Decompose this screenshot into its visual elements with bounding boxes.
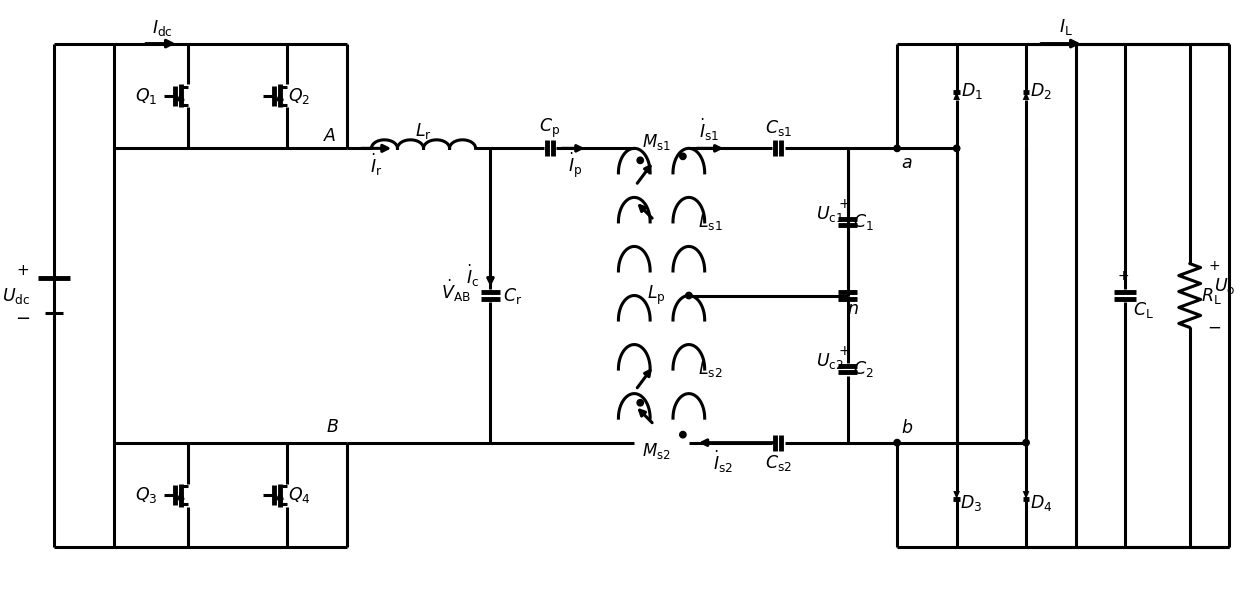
Text: $L_{\rm s2}$: $L_{\rm s2}$ (698, 359, 723, 379)
Text: $Q_1$: $Q_1$ (135, 86, 157, 106)
Text: $Q_4$: $Q_4$ (288, 485, 310, 505)
Text: $+$: $+$ (1117, 269, 1130, 282)
Text: $L_{\rm p}$: $L_{\rm p}$ (647, 284, 666, 307)
Text: $U_{\rm o}$: $U_{\rm o}$ (1214, 276, 1235, 295)
Text: $C_{\rm p}$: $C_{\rm p}$ (539, 117, 560, 140)
Text: $U_{\rm c2}$: $U_{\rm c2}$ (816, 351, 843, 371)
Text: $I_{\rm L}$: $I_{\rm L}$ (1059, 17, 1073, 37)
Text: $M_{\rm s2}$: $M_{\rm s2}$ (642, 441, 671, 461)
Text: $C_1$: $C_1$ (853, 212, 874, 232)
Polygon shape (1023, 491, 1029, 499)
Text: $D_1$: $D_1$ (961, 81, 982, 101)
Text: $+$: $+$ (838, 197, 851, 211)
Text: $\dot{V}_{\rm AB}$: $\dot{V}_{\rm AB}$ (440, 278, 471, 304)
Circle shape (680, 153, 686, 160)
Circle shape (1023, 439, 1029, 446)
Circle shape (637, 400, 644, 406)
Text: $\dot{I}_{\rm r}$: $\dot{I}_{\rm r}$ (371, 152, 383, 178)
Text: $-$: $-$ (1208, 319, 1221, 336)
Text: $A$: $A$ (324, 128, 337, 145)
Text: $C_2$: $C_2$ (853, 359, 874, 379)
Text: $D_2$: $D_2$ (1030, 81, 1052, 101)
Text: $+$: $+$ (1209, 259, 1220, 273)
Text: $U_{\rm dc}$: $U_{\rm dc}$ (2, 285, 31, 305)
Text: $a$: $a$ (901, 155, 913, 172)
Text: $n$: $n$ (847, 301, 858, 318)
Circle shape (894, 439, 900, 446)
Text: $\dot{I}_{\rm s1}$: $\dot{I}_{\rm s1}$ (698, 117, 719, 144)
Text: $C_{\rm s2}$: $C_{\rm s2}$ (765, 452, 791, 473)
Text: $\dot{I}_{\rm s2}$: $\dot{I}_{\rm s2}$ (713, 448, 734, 475)
Text: $U_{\rm c1}$: $U_{\rm c1}$ (816, 204, 843, 224)
Text: $L_{\rm s1}$: $L_{\rm s1}$ (698, 212, 723, 232)
Text: $Q_3$: $Q_3$ (135, 485, 157, 505)
Text: $R_{\rm L}$: $R_{\rm L}$ (1202, 285, 1221, 305)
Text: $C_{\rm L}$: $C_{\rm L}$ (1132, 301, 1153, 320)
Text: $b$: $b$ (901, 419, 913, 436)
Text: $D_4$: $D_4$ (1029, 493, 1053, 513)
Polygon shape (1023, 92, 1029, 100)
Text: $B$: $B$ (326, 419, 339, 436)
Text: $L_{\rm r}$: $L_{\rm r}$ (415, 122, 432, 141)
Circle shape (680, 432, 686, 438)
Text: $\dot{I}_{\rm p}$: $\dot{I}_{\rm p}$ (568, 151, 582, 180)
Text: $\dot{I}_{\rm c}$: $\dot{I}_{\rm c}$ (466, 263, 479, 289)
Text: $C_{\rm s1}$: $C_{\rm s1}$ (765, 119, 791, 138)
Circle shape (637, 157, 644, 164)
Polygon shape (954, 491, 960, 499)
Text: $I_{\rm dc}$: $I_{\rm dc}$ (153, 18, 174, 37)
Polygon shape (954, 92, 960, 100)
Circle shape (686, 292, 692, 299)
Text: $+$: $+$ (838, 344, 851, 358)
Circle shape (894, 145, 900, 152)
Text: $+$: $+$ (16, 263, 29, 278)
Text: $M_{\rm s1}$: $M_{\rm s1}$ (642, 132, 671, 152)
Text: $Q_2$: $Q_2$ (288, 86, 310, 106)
Text: $D_3$: $D_3$ (961, 493, 982, 513)
Text: $-$: $-$ (15, 308, 30, 327)
Text: $C_{\rm r}$: $C_{\rm r}$ (502, 285, 522, 305)
Circle shape (954, 145, 960, 152)
